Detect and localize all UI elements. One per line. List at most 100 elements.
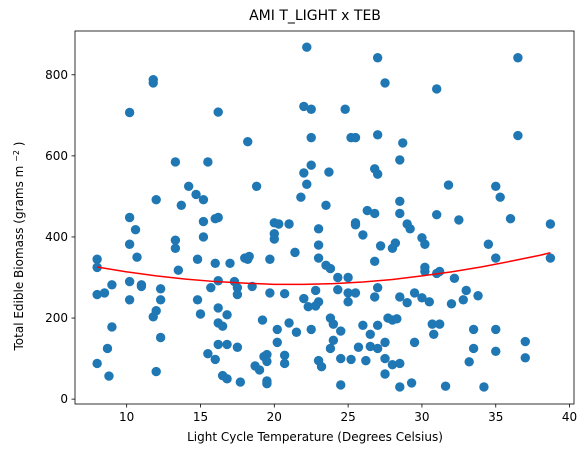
data-point: [395, 292, 405, 302]
data-point: [124, 276, 135, 287]
data-point: [321, 200, 331, 211]
y-axis-label: Total Edible Biomass (grams m −2 ): [12, 142, 27, 352]
data-point: [210, 258, 220, 269]
data-point: [313, 253, 324, 263]
data-point: [279, 350, 290, 361]
data-point: [380, 353, 390, 364]
data-point: [372, 343, 383, 354]
data-point: [365, 329, 375, 339]
data-point: [151, 306, 161, 316]
data-point: [192, 254, 203, 264]
data-point: [427, 319, 437, 329]
x-tick-label: 40: [562, 410, 577, 424]
data-point: [170, 157, 181, 167]
y-axis-label-main: Total Edible Biomass (grams m: [12, 166, 26, 352]
y-axis-label-sup: −2: [12, 150, 21, 162]
data-point: [195, 309, 206, 319]
data-point: [473, 291, 483, 301]
data-point: [395, 155, 405, 165]
data-point: [254, 365, 265, 375]
chart-title: AMI T_LIGHT x TEB: [249, 8, 381, 24]
data-point: [92, 254, 102, 264]
x-axis-label: Light Cycle Temperature (Degrees Celsius…: [187, 430, 443, 444]
data-point: [370, 292, 380, 302]
data-point: [343, 288, 353, 298]
data-point: [299, 101, 309, 112]
data-point: [417, 293, 427, 303]
data-point: [358, 320, 368, 331]
data-point: [284, 318, 294, 328]
data-point: [313, 224, 324, 234]
data-point: [464, 357, 474, 367]
data-point: [306, 160, 316, 170]
data-point: [130, 224, 141, 235]
data-point: [274, 219, 284, 229]
data-point: [483, 239, 494, 249]
data-point: [124, 107, 135, 118]
data-point: [225, 258, 235, 269]
data-point: [380, 369, 390, 379]
data-point: [148, 78, 158, 88]
axes-frame: [74, 30, 575, 405]
data-point: [325, 263, 336, 274]
data-point: [402, 297, 412, 308]
data-point: [353, 342, 364, 352]
data-point: [434, 266, 445, 277]
data-point: [213, 276, 223, 286]
data-point: [303, 302, 313, 312]
data-point: [291, 327, 302, 337]
data-point: [262, 379, 272, 389]
data-point: [244, 251, 254, 262]
data-point: [443, 180, 454, 190]
x-tick-label: 20: [267, 410, 282, 424]
data-point: [198, 194, 209, 205]
y-tick-label: 200: [45, 311, 68, 325]
data-point: [262, 349, 272, 360]
data-point: [370, 208, 380, 219]
data-point: [432, 84, 442, 94]
data-point: [306, 324, 316, 335]
data-point: [299, 293, 309, 304]
data-point: [324, 167, 334, 177]
data-point: [136, 281, 147, 292]
data-point: [92, 289, 102, 300]
x-tick-label: 25: [340, 410, 355, 424]
data-point: [398, 138, 408, 148]
data-point: [336, 353, 346, 364]
data-point: [479, 382, 489, 392]
data-point: [505, 214, 516, 224]
data-point: [302, 42, 312, 52]
data-point: [343, 297, 353, 307]
data-point: [468, 343, 479, 354]
data-point: [372, 53, 383, 63]
x-tick-label: 35: [488, 410, 503, 424]
data-point: [104, 371, 114, 381]
data-point: [343, 272, 353, 283]
data-point: [380, 337, 390, 348]
data-point: [432, 209, 442, 220]
x-tick-label: 10: [119, 410, 134, 424]
data-point: [350, 288, 361, 298]
data-point: [290, 247, 300, 258]
data-point: [449, 273, 460, 284]
data-point: [491, 324, 501, 335]
data-point: [409, 288, 420, 298]
plot-area: [75, 31, 574, 404]
plot-layer: [75, 31, 574, 404]
data-point: [302, 179, 312, 189]
x-tick-label: 30: [414, 410, 429, 424]
data-point: [198, 216, 209, 227]
y-tick-label: 0: [60, 392, 68, 406]
data-point: [313, 240, 324, 250]
data-point: [124, 212, 135, 223]
data-point: [405, 224, 415, 234]
data-point: [346, 354, 356, 365]
data-point: [424, 297, 435, 307]
data-point: [491, 181, 501, 191]
data-point: [269, 234, 279, 244]
data-point: [454, 215, 464, 225]
data-point: [336, 326, 346, 336]
data-point: [395, 196, 405, 206]
